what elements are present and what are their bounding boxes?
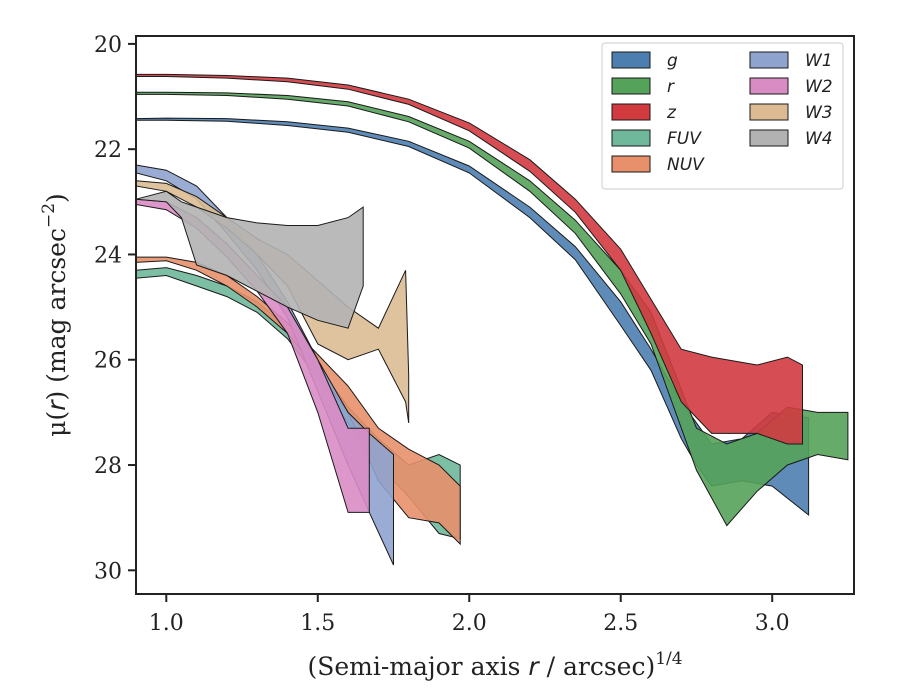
profile-bands [135, 73, 849, 566]
y-tick-label: 26 [94, 349, 122, 374]
y-tick-label: 22 [94, 138, 122, 163]
legend-swatch-g [611, 51, 651, 69]
legend-label-w2: W2 [805, 77, 833, 97]
y-tick-label: 24 [94, 243, 122, 268]
plot-frame [135, 35, 855, 595]
band-r [135, 91, 849, 527]
y-tick-label: 20 [94, 33, 122, 58]
legend-swatch-w1 [749, 51, 789, 69]
legend-swatch-w4 [749, 129, 789, 147]
legend-label-r: r [667, 77, 675, 97]
legend-swatch-w3 [749, 103, 789, 121]
legend-label-w3: W3 [805, 103, 833, 123]
x-axis-label: (Semi-major axis r / arcsec)1/4 [307, 649, 682, 681]
legend-swatch-fuv [611, 129, 651, 147]
x-tick-label: 3.0 [755, 611, 790, 636]
band-w4 [135, 190, 364, 329]
x-tick-label: 2.5 [603, 611, 638, 636]
legend-swatch-z [611, 103, 651, 121]
x-tick-label: 1.5 [300, 611, 335, 636]
y-axis-ticks: 20 22 24 26 28 30 [94, 33, 136, 584]
legend-swatch-nuv [611, 155, 651, 173]
legend-label-w4: W4 [805, 129, 833, 149]
legend: grz FUV NUV W1 W2 W3 W4 [601, 42, 844, 190]
band-z [135, 73, 803, 445]
y-tick-label: 30 [94, 559, 122, 584]
x-axis-ticks: 1.0 1.5 2.0 2.5 3.0 [149, 594, 790, 636]
y-tick-label: 28 [94, 454, 122, 479]
y-axis-label: μ(r) (mag arcsec−2) [39, 193, 71, 437]
legend-label-z: z [666, 103, 677, 123]
legend-items: grz FUV NUV W1 W2 W3 W4 [611, 51, 833, 175]
legend-swatch-w2 [749, 77, 789, 95]
legend-label-fuv: FUV [667, 129, 702, 149]
legend-label-g: g [667, 51, 678, 71]
legend-swatch-r [611, 77, 651, 95]
x-tick-label: 2.0 [452, 611, 487, 636]
legend-label-w1: W1 [805, 51, 833, 71]
legend-label-nuv: NUV [667, 155, 705, 175]
x-tick-label: 1.0 [149, 611, 184, 636]
